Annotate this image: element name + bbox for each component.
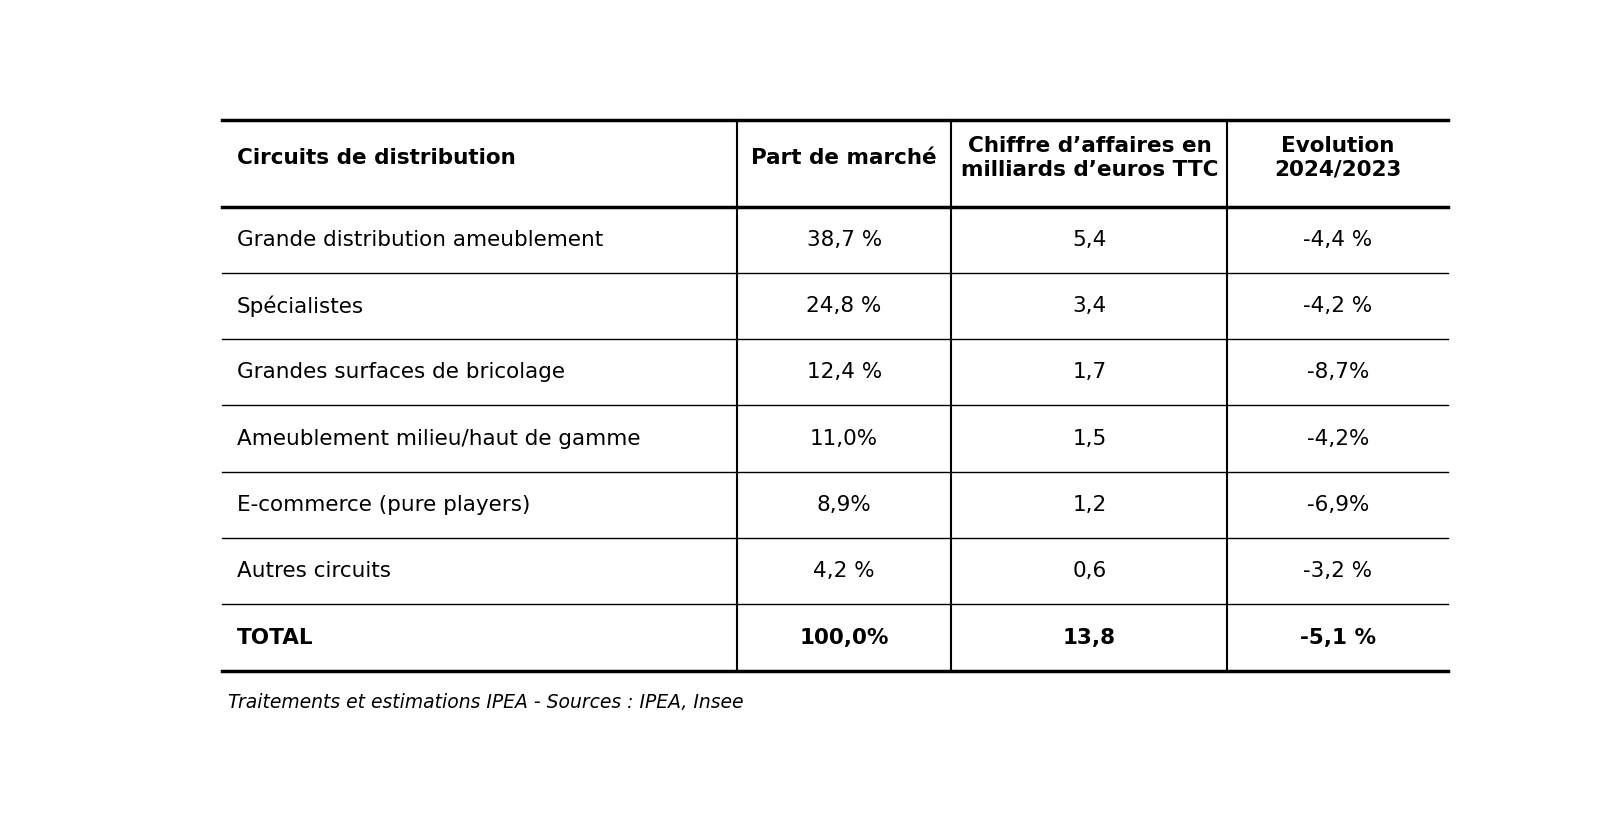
Text: -4,4 %: -4,4 %: [1303, 230, 1373, 250]
Text: 0,6: 0,6: [1073, 561, 1107, 581]
Text: TOTAL: TOTAL: [237, 628, 313, 648]
Text: 5,4: 5,4: [1073, 230, 1107, 250]
Text: 12,4 %: 12,4 %: [807, 362, 881, 382]
Text: -4,2 %: -4,2 %: [1303, 296, 1373, 316]
Text: 13,8: 13,8: [1063, 628, 1117, 648]
Text: 38,7 %: 38,7 %: [807, 230, 881, 250]
Text: 11,0%: 11,0%: [810, 429, 878, 449]
Text: 1,5: 1,5: [1073, 429, 1107, 449]
Text: Spécialistes: Spécialistes: [237, 295, 364, 317]
Text: 100,0%: 100,0%: [800, 628, 889, 648]
Text: Autres circuits: Autres circuits: [237, 561, 391, 581]
Text: Circuits de distribution: Circuits de distribution: [237, 148, 516, 168]
Text: -6,9%: -6,9%: [1307, 495, 1368, 515]
Text: Evolution
2024/2023: Evolution 2024/2023: [1274, 136, 1401, 180]
Text: Part de marché: Part de marché: [751, 148, 936, 168]
Text: Ameublement milieu/haut de gamme: Ameublement milieu/haut de gamme: [237, 429, 641, 449]
Text: 24,8 %: 24,8 %: [807, 296, 881, 316]
Text: -3,2 %: -3,2 %: [1303, 561, 1373, 581]
Text: Grande distribution ameublement: Grande distribution ameublement: [237, 230, 604, 250]
Text: 3,4: 3,4: [1073, 296, 1107, 316]
Text: -8,7%: -8,7%: [1307, 362, 1368, 382]
Text: Grandes surfaces de bricolage: Grandes surfaces de bricolage: [237, 362, 565, 382]
Text: -4,2%: -4,2%: [1307, 429, 1368, 449]
Text: E-commerce (pure players): E-commerce (pure players): [237, 495, 531, 515]
Text: Traitements et estimations IPEA - Sources : IPEA, Insee: Traitements et estimations IPEA - Source…: [227, 693, 743, 712]
Text: Chiffre d’affaires en
milliards d’euros TTC: Chiffre d’affaires en milliards d’euros …: [961, 136, 1219, 180]
Text: -5,1 %: -5,1 %: [1300, 628, 1376, 648]
Text: 4,2 %: 4,2 %: [813, 561, 875, 581]
Text: 1,7: 1,7: [1073, 362, 1107, 382]
Text: 1,2: 1,2: [1073, 495, 1107, 515]
Text: 8,9%: 8,9%: [816, 495, 872, 515]
